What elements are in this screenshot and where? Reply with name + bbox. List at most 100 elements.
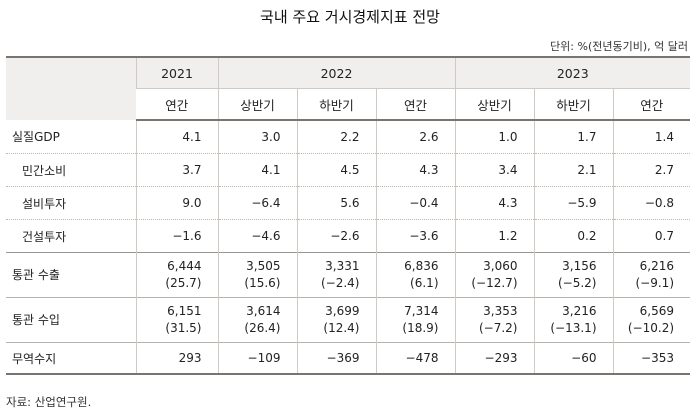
- period-header-row: 연간 상반기 하반기 연간 상반기 하반기 연간: [6, 88, 691, 121]
- cell-value: 3,060: [483, 259, 518, 273]
- cell-growth: (−5.2): [557, 276, 597, 290]
- row-label: 통관 수입: [6, 297, 136, 343]
- cell-value: 3,699: [325, 304, 360, 318]
- table-cell: 2.6: [375, 120, 455, 154]
- row-label: 무역수지: [6, 342, 136, 375]
- table-cell: −293: [454, 342, 534, 375]
- table-cell: −369: [296, 342, 376, 375]
- table-cell: 4.5: [296, 153, 376, 187]
- cell-value: 6,151: [167, 304, 202, 318]
- year-2023-header: 2023: [454, 56, 691, 89]
- source-note: 자료: 산업연구원.: [6, 395, 92, 409]
- period-header: 연간: [375, 88, 455, 121]
- table-cell: 1.2: [454, 219, 534, 253]
- table-cell: 9.0: [135, 186, 218, 220]
- table-cell: −4.6: [217, 219, 297, 253]
- cell-value: 3,331: [325, 259, 360, 273]
- cell-growth: (−12.7): [471, 276, 518, 290]
- year-2022-header: 2022: [217, 56, 455, 89]
- row-label: 통관 수출: [6, 252, 136, 298]
- row-label: 건설투자: [22, 229, 67, 244]
- table-cell: 7,314 (18.9): [375, 297, 455, 343]
- table-cell: 3,505 (15.6): [217, 252, 297, 298]
- cell-value: 7,314: [404, 304, 439, 318]
- table-cell: 3,216 (−13.1): [533, 297, 613, 343]
- table-cell: −353: [612, 342, 691, 375]
- table-cell: −3.6: [375, 219, 455, 253]
- table-cell: 2.1: [533, 153, 613, 187]
- row-label: 설비투자: [6, 186, 136, 220]
- cell-growth: (−2.4): [320, 276, 360, 290]
- cell-growth: (15.6): [244, 276, 281, 290]
- cell-growth: (−13.1): [550, 321, 597, 335]
- table-cell: 293: [135, 342, 218, 375]
- table-cell: −0.4: [375, 186, 455, 220]
- cell-growth: (−10.2): [627, 321, 675, 335]
- table-cell: 3,353 (−7.2): [454, 297, 534, 343]
- row-facility-investment: 설비투자 9.0 −6.4 5.6 −0.4 4.3 −5.9 −0.8: [6, 186, 691, 220]
- row-customs-imports: 통관 수입 6,151 (31.5) 3,614 (26.4) 3,699 (12.4…: [6, 297, 691, 343]
- period-header: 연간: [612, 88, 691, 121]
- cell-value: 3,614: [246, 304, 281, 318]
- table-cell: 6,836 (6.1): [375, 252, 455, 298]
- table-cell: −0.8: [612, 186, 691, 220]
- table-cell: 6,151 (31.5): [135, 297, 218, 343]
- row-customs-exports: 통관 수출 6,444 (25.7) 3,505 (15.6) 3,331 (−2.4…: [6, 252, 691, 298]
- period-header: 연간: [136, 88, 218, 121]
- table-cell: 2.2: [296, 120, 376, 154]
- table-cell: −1.6: [135, 219, 218, 253]
- table-cell: 3.0: [217, 120, 297, 154]
- cell-growth: (31.5): [165, 321, 202, 335]
- cell-growth: (6.1): [410, 276, 439, 290]
- row-label: 민간소비: [6, 153, 136, 187]
- table-cell: 3.7: [135, 153, 218, 187]
- period-header: 상반기: [217, 88, 297, 121]
- table-cell: 3.4: [454, 153, 534, 187]
- year-2021-header: 2021: [135, 56, 218, 89]
- cell-value: 6,444: [167, 259, 202, 273]
- table-cell: 3,699 (12.4): [296, 297, 376, 343]
- table-cell: 0.7: [612, 219, 691, 253]
- macro-indicator-table: 2021 2022 2023 연간 상반기 하반기 연간 상반기 하반기 연간 …: [6, 56, 691, 375]
- table-cell: 1.7: [533, 120, 613, 154]
- row-private-consumption: 민간소비 3.7 4.1 4.5 4.3 3.4 2.1 2.7: [6, 153, 691, 187]
- row-construction-investment: 건설투자 −1.6 −4.6 −2.6 −3.6 1.2 0.2 0.7: [6, 219, 691, 253]
- cell-value: 6,216: [639, 259, 675, 273]
- table-title: 국내 주요 거시경제지표 전망: [260, 8, 440, 26]
- cell-growth: (12.4): [323, 321, 360, 335]
- table-cell: −5.9: [533, 186, 613, 220]
- period-header: 상반기: [454, 88, 534, 121]
- table-cell: 3,331 (−2.4): [296, 252, 376, 298]
- table-cell: −6.4: [217, 186, 297, 220]
- cell-growth: (18.9): [402, 321, 439, 335]
- cell-growth: (26.4): [244, 321, 281, 335]
- year-header-row: 2021 2022 2023: [6, 56, 691, 120]
- cell-value: 3,156: [562, 259, 597, 273]
- cell-value: 3,216: [562, 304, 597, 318]
- table-cell: −60: [533, 342, 613, 375]
- cell-value: 6,569: [639, 304, 675, 318]
- cell-value: 3,505: [246, 259, 281, 273]
- cell-growth: (−9.1): [635, 276, 675, 290]
- row-trade-balance: 무역수지 293 −109 −369 −478 −293 −60 −353: [6, 342, 691, 375]
- cell-value: 6,836: [404, 259, 439, 273]
- table-cell: 1.4: [612, 120, 691, 154]
- table-cell: 2.7: [612, 153, 691, 187]
- header-corner: [6, 56, 136, 120]
- table-cell: −478: [375, 342, 455, 375]
- table-cell: 3,060 (−12.7): [454, 252, 534, 298]
- table-cell: 6,569 (−10.2): [612, 297, 691, 343]
- table-cell: 4.1: [135, 120, 218, 154]
- period-header: 하반기: [533, 88, 613, 121]
- table-cell: 6,444 (25.7): [135, 252, 218, 298]
- table-cell: −2.6: [296, 219, 376, 253]
- table-cell: 4.1: [217, 153, 297, 187]
- table-cell: 0.2: [533, 219, 613, 253]
- unit-note: 단위: %(전년동기비), 억 달러: [550, 40, 688, 53]
- table-cell: −109: [217, 342, 297, 375]
- table-cell: 3,156 (−5.2): [533, 252, 613, 298]
- cell-growth: (25.7): [165, 276, 202, 290]
- table-cell: 1.0: [454, 120, 534, 154]
- table-cell: 3,614 (26.4): [217, 297, 297, 343]
- table-cell: 4.3: [454, 186, 534, 220]
